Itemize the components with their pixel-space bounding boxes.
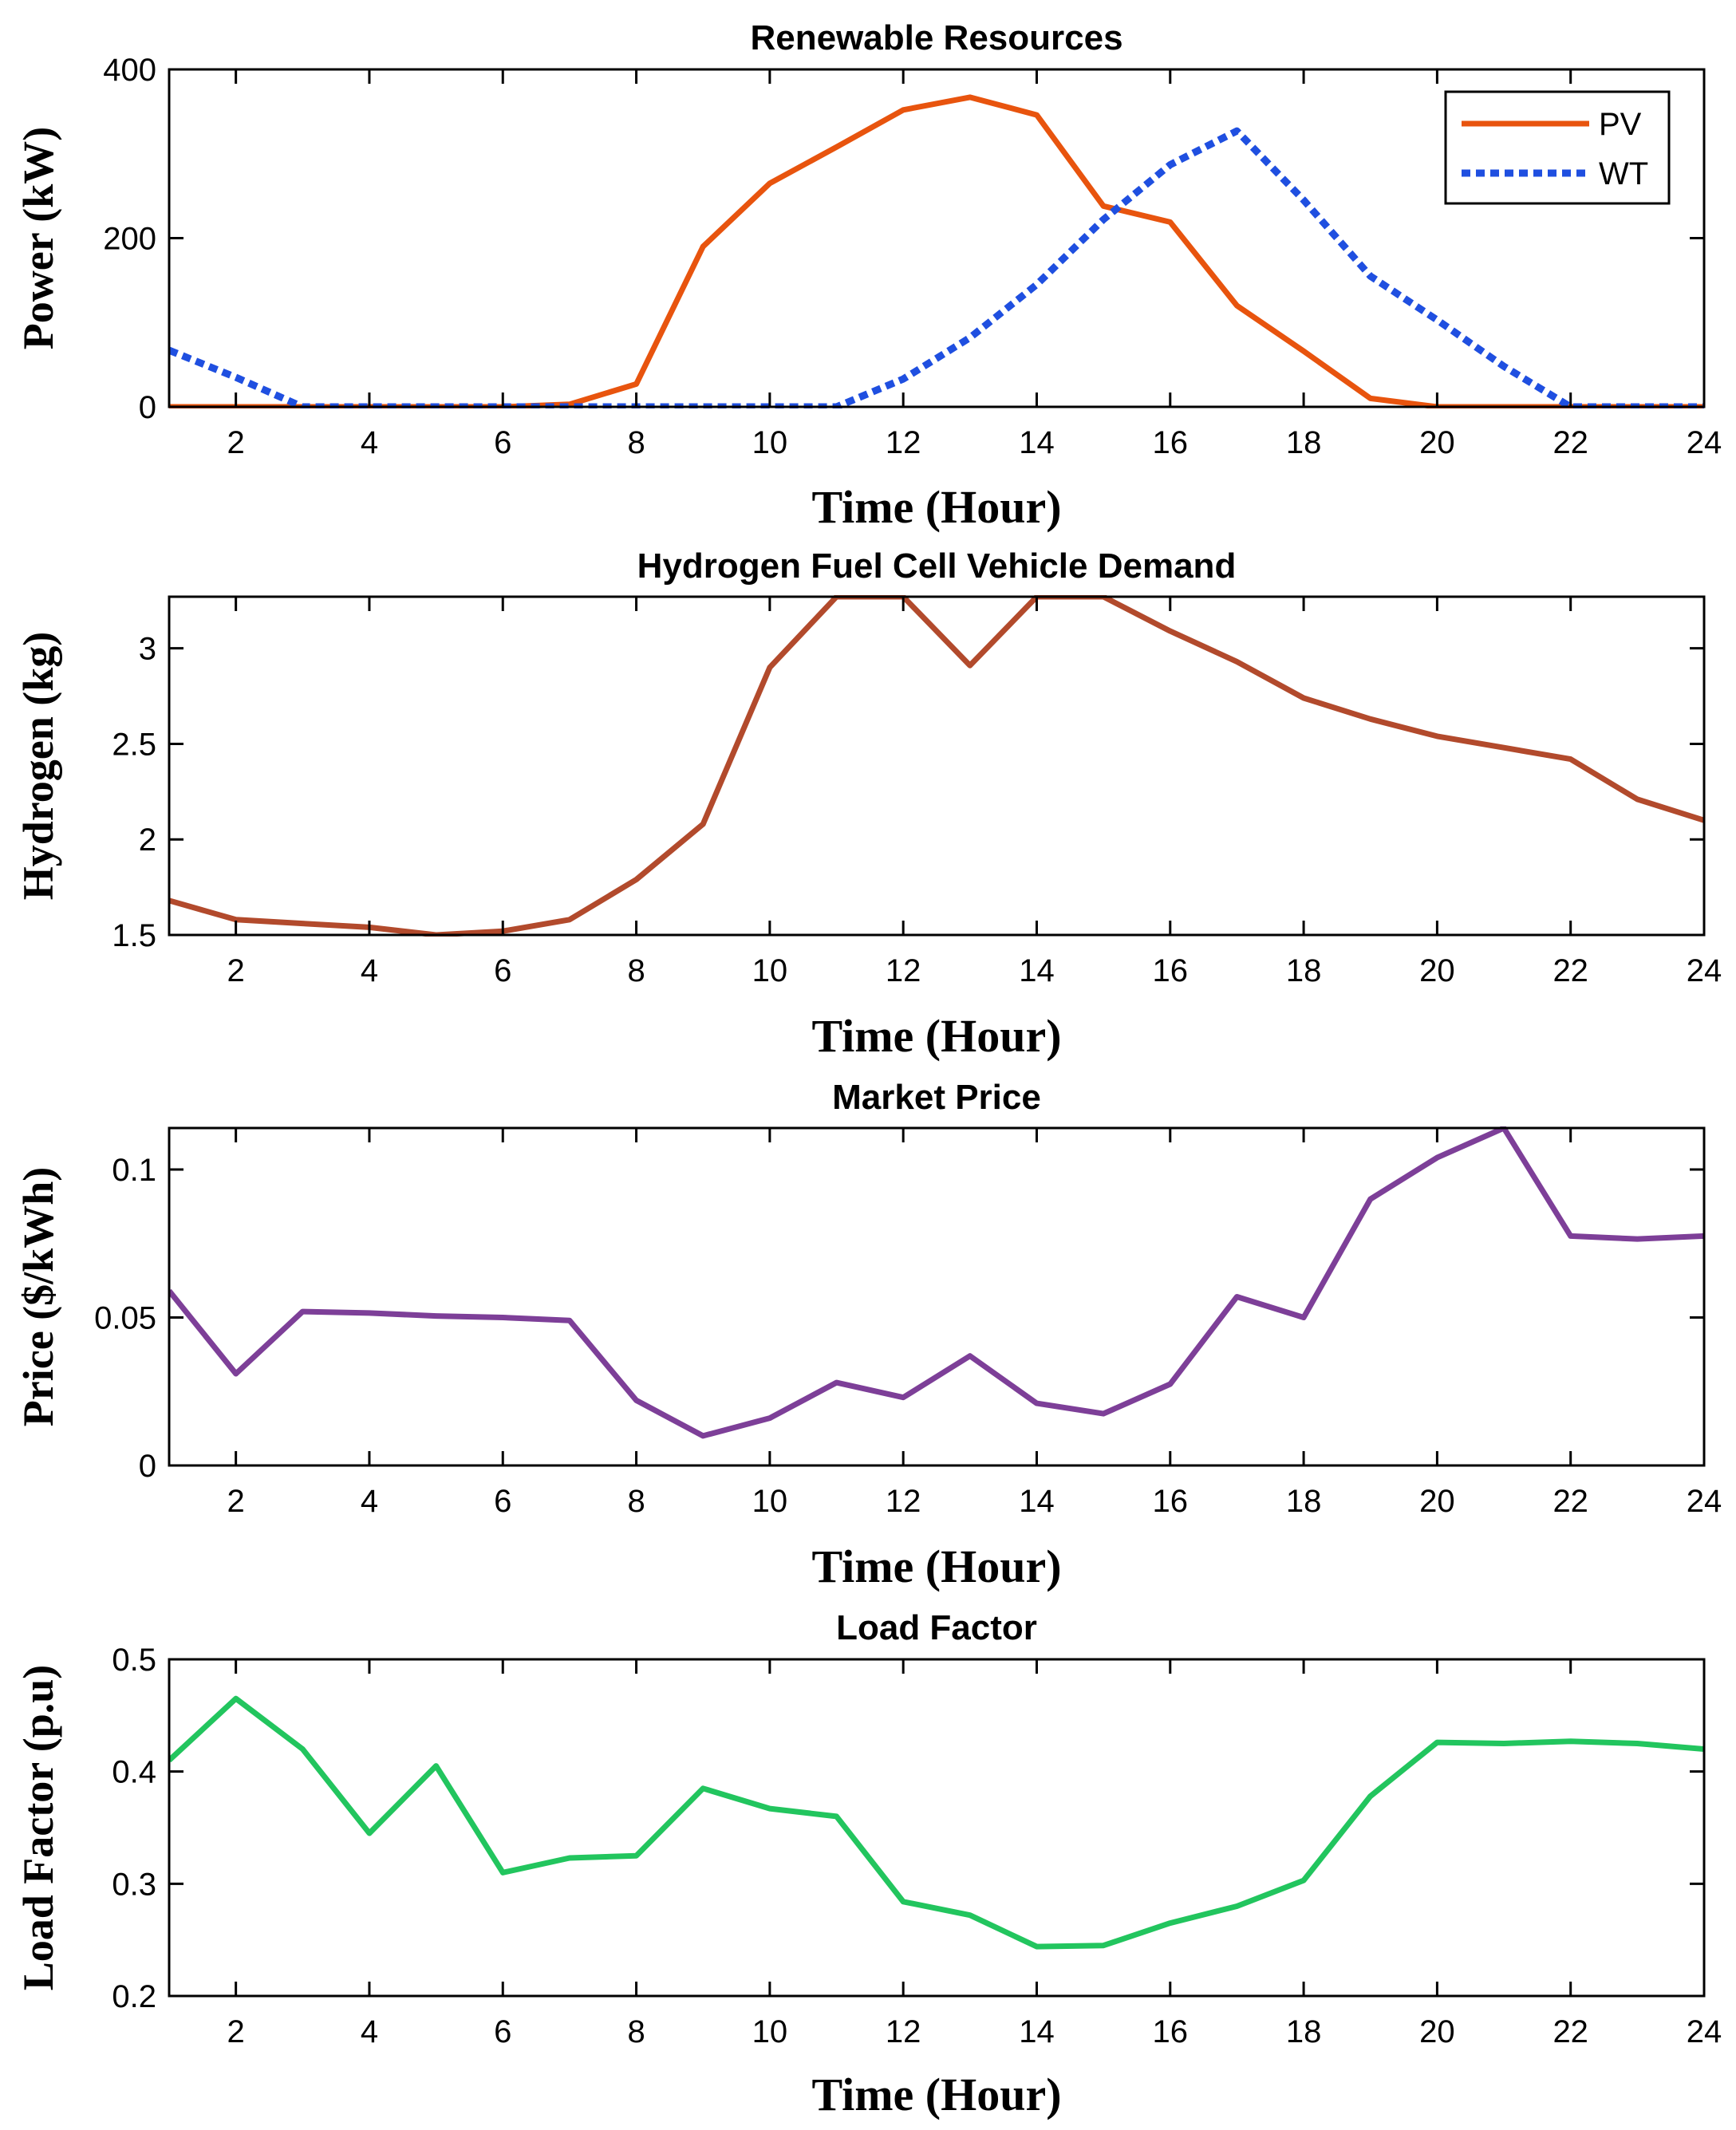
axes-frame (168, 1658, 1706, 1998)
series-group (169, 1126, 1704, 1439)
y-axis-label: Power (kW) (14, 127, 62, 349)
x-axis-label: Time (Hour) (811, 481, 1061, 533)
y-tick-label: 3 (139, 632, 156, 667)
x-tick-label: 24 (1687, 2014, 1722, 2049)
axes-frame (168, 595, 1706, 937)
x-tick-label: 4 (361, 953, 378, 988)
x-tick-label: 10 (752, 1484, 788, 1519)
x-tick-label: 22 (1553, 1484, 1588, 1519)
x-tick-label: 10 (752, 953, 788, 988)
y-tick-label: 400 (103, 53, 156, 88)
series-line-hydrogen-demand (169, 595, 1704, 937)
x-tick-label: 20 (1419, 953, 1455, 988)
x-tick-label: 14 (1019, 2014, 1055, 2049)
x-tick-label: 4 (361, 2014, 378, 2049)
x-tick-label: 16 (1153, 2014, 1189, 2049)
x-tick-label: 16 (1153, 953, 1189, 988)
x-tick-label: 20 (1419, 1484, 1455, 1519)
y-tick-label: 0.1 (112, 1153, 156, 1188)
x-tick-label: 16 (1153, 425, 1189, 460)
x-tick-label: 8 (627, 953, 645, 988)
x-tick-label: 12 (886, 1484, 921, 1519)
x-tick-label: 18 (1286, 425, 1322, 460)
x-tick-label: 8 (627, 2014, 645, 2049)
chart-title: Market Price (832, 1078, 1041, 1117)
chart-title: Hydrogen Fuel Cell Vehicle Demand (637, 546, 1237, 586)
y-tick-label: 0.5 (112, 1643, 156, 1678)
legend-label-wt: WT (1599, 156, 1648, 191)
x-axis-label: Time (Hour) (811, 1540, 1061, 1592)
y-tick-label: 0.05 (94, 1300, 156, 1335)
x-tick-label: 6 (494, 1484, 511, 1519)
x-tick-label: 14 (1019, 1484, 1055, 1519)
y-tick-label: 0.3 (112, 1867, 156, 1902)
chart-title: Renewable Resources (750, 18, 1122, 57)
series-line-load-factor (169, 1695, 1704, 1950)
y-axis-label: Price ($/kWh) (14, 1167, 62, 1426)
x-tick-label: 2 (227, 425, 245, 460)
x-tick-label: 6 (494, 953, 511, 988)
y-tick-label: 2 (139, 822, 156, 858)
x-tick-label: 18 (1286, 2014, 1322, 2049)
y-tick-label: 2.5 (112, 727, 156, 762)
x-tick-label: 22 (1553, 425, 1588, 460)
x-tick-label: 4 (361, 1484, 378, 1519)
x-tick-label: 2 (227, 2014, 245, 2049)
y-tick-label: 0.4 (112, 1755, 156, 1790)
x-tick-label: 20 (1419, 2014, 1455, 2049)
legend-label-pv: PV (1599, 107, 1642, 142)
x-tick-label: 18 (1286, 1484, 1322, 1519)
x-tick-label: 10 (752, 2014, 788, 2049)
x-tick-label: 12 (886, 425, 921, 460)
y-axis-label: Load Factor (p.u) (14, 1665, 62, 1991)
x-tick-label: 22 (1553, 953, 1588, 988)
legend-box (1444, 90, 1671, 205)
chart-title: Load Factor (836, 1608, 1037, 1647)
x-tick-label: 18 (1286, 953, 1322, 988)
x-tick-label: 24 (1687, 425, 1722, 460)
x-axis-label: Time (Hour) (811, 1010, 1061, 1062)
x-tick-label: 14 (1019, 953, 1055, 988)
y-tick-label: 200 (103, 222, 156, 257)
x-tick-label: 2 (227, 953, 245, 988)
series-group (169, 595, 1704, 937)
x-tick-label: 12 (886, 2014, 921, 2049)
series-line-price (169, 1126, 1704, 1439)
x-axis-label: Time (Hour) (811, 2069, 1061, 2120)
x-tick-label: 6 (494, 2014, 511, 2049)
x-tick-label: 10 (752, 425, 788, 460)
axes-frame (168, 1126, 1706, 1467)
series-line-wt (169, 127, 1704, 408)
y-axis-label: Hydrogen (kg) (14, 632, 62, 901)
x-tick-label: 4 (361, 425, 378, 460)
x-tick-label: 20 (1419, 425, 1455, 460)
x-tick-label: 8 (627, 1484, 645, 1519)
series-group (169, 1695, 1704, 1950)
y-tick-label: 0 (139, 1449, 156, 1484)
y-tick-label: 0 (139, 390, 156, 425)
x-tick-label: 24 (1687, 1484, 1722, 1519)
x-tick-label: 2 (227, 1484, 245, 1519)
x-tick-label: 16 (1153, 1484, 1189, 1519)
x-tick-label: 22 (1553, 2014, 1588, 2049)
x-tick-label: 8 (627, 425, 645, 460)
legend: PV WT (1444, 90, 1671, 205)
y-tick-label: 1.5 (112, 918, 156, 953)
y-tick-label: 0.2 (112, 1979, 156, 2014)
x-tick-label: 24 (1687, 953, 1722, 988)
x-tick-label: 6 (494, 425, 511, 460)
x-tick-label: 14 (1019, 425, 1055, 460)
x-tick-label: 12 (886, 953, 921, 988)
